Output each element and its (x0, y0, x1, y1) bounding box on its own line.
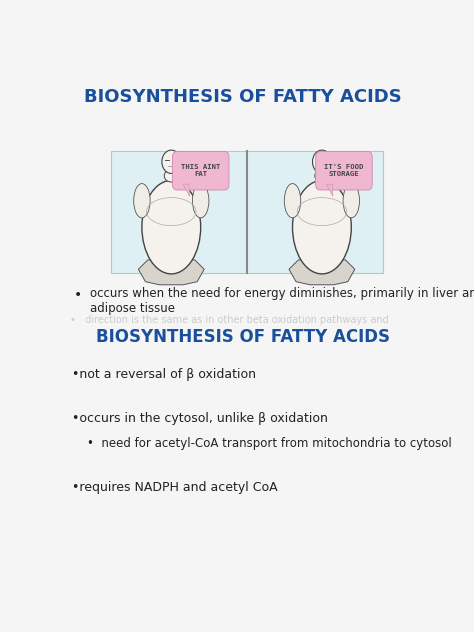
Text: occurs when the need for energy diminishes, primarily in liver and
adipose tissu: occurs when the need for energy diminish… (91, 286, 474, 315)
Ellipse shape (343, 183, 359, 218)
Ellipse shape (164, 169, 178, 182)
Text: BIOSYNTHESIS OF FATTY ACIDS: BIOSYNTHESIS OF FATTY ACIDS (84, 88, 402, 106)
Polygon shape (138, 260, 204, 285)
Text: BIOSYNTHESIS OF FATTY ACIDS: BIOSYNTHESIS OF FATTY ACIDS (96, 328, 390, 346)
Ellipse shape (142, 181, 201, 274)
FancyBboxPatch shape (110, 151, 383, 273)
Ellipse shape (162, 150, 181, 173)
FancyBboxPatch shape (316, 152, 372, 190)
Text: •requires NADPH and acetyl CoA: •requires NADPH and acetyl CoA (72, 481, 278, 494)
Ellipse shape (315, 169, 329, 182)
Polygon shape (326, 184, 333, 197)
FancyBboxPatch shape (173, 152, 229, 190)
Text: •   direction is the same as in other beta oxidation pathways and: • direction is the same as in other beta… (70, 315, 389, 325)
Ellipse shape (312, 150, 331, 173)
Ellipse shape (192, 183, 209, 218)
Ellipse shape (292, 181, 351, 274)
Text: •occurs in the cytosol, unlike β oxidation: •occurs in the cytosol, unlike β oxidati… (72, 411, 328, 425)
Polygon shape (183, 184, 190, 197)
Text: THIS AINT
FAT: THIS AINT FAT (181, 164, 220, 177)
Text: •  need for acetyl-CoA transport from mitochondria to cytosol: • need for acetyl-CoA transport from mit… (87, 437, 452, 450)
Text: •not a reversal of β oxidation: •not a reversal of β oxidation (72, 368, 256, 381)
Ellipse shape (134, 183, 150, 218)
Ellipse shape (284, 183, 301, 218)
Text: IT'S FOOD
STORAGE: IT'S FOOD STORAGE (324, 164, 364, 177)
Polygon shape (289, 260, 355, 285)
Text: •: • (74, 288, 82, 301)
